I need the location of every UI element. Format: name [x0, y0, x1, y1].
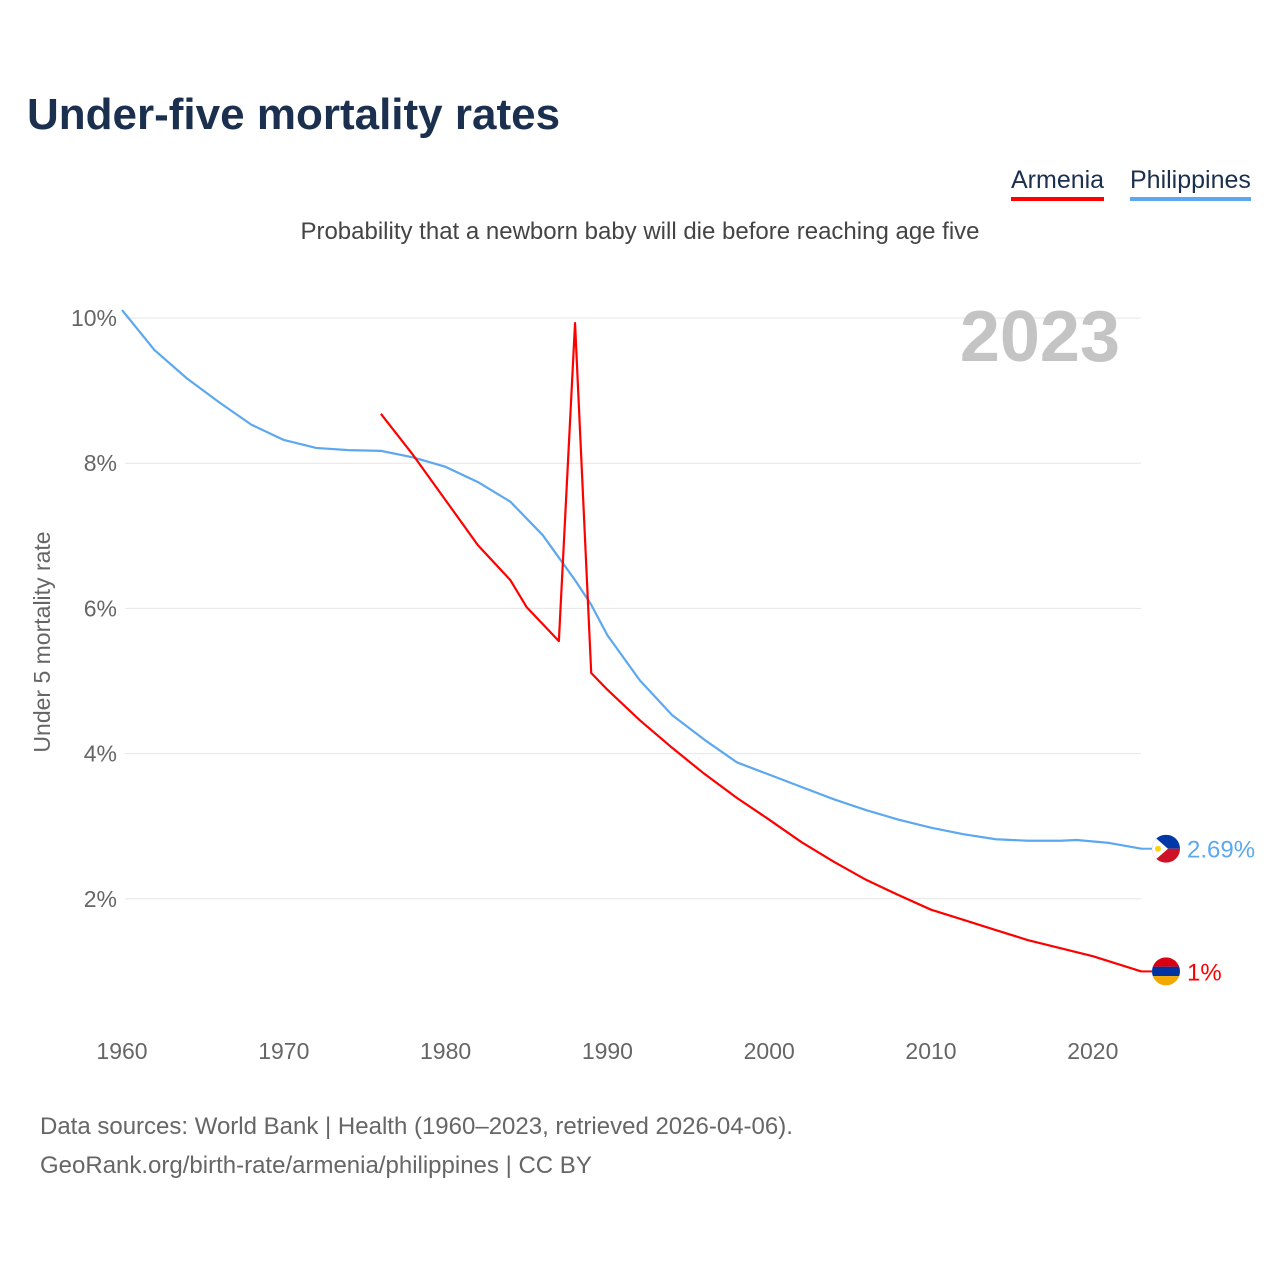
- series-line-armenia: [380, 321, 1142, 973]
- chart-title: Under-five mortality rates: [27, 90, 561, 139]
- end-value-label: 2.69%: [1187, 837, 1255, 864]
- y-axis-label: Under 5 mortality rate: [29, 531, 55, 752]
- x-tick-label: 2020: [1067, 1038, 1118, 1064]
- legend-armenia[interactable]: Armenia: [1011, 166, 1105, 201]
- x-tick-label: 1990: [582, 1038, 633, 1064]
- sun-icon: [1155, 845, 1161, 852]
- legend-philippines[interactable]: Philippines: [1130, 166, 1251, 201]
- chart-subtitle: Probability that a newborn baby will die…: [300, 218, 980, 245]
- x-tick-label: 1980: [420, 1038, 471, 1064]
- y-tick-label: 8%: [84, 450, 117, 476]
- armenia-flag-icon: [1152, 976, 1180, 986]
- source-line-2[interactable]: GeoRank.org/birth-rate/armenia/philippin…: [40, 1152, 592, 1179]
- y-tick-label: 4%: [84, 741, 117, 767]
- source-note: Data sources: World Bank | Health (1960–…: [40, 1107, 793, 1185]
- series-line-philippines: [121, 309, 1142, 850]
- y-tick-label: 6%: [84, 595, 117, 621]
- end-value-label: 1%: [1187, 959, 1222, 986]
- y-tick-label: 10%: [71, 305, 117, 331]
- armenia-flag-icon: [1152, 957, 1180, 967]
- y-tick-label: 2%: [84, 886, 117, 912]
- armenia-flag-icon: [1152, 966, 1180, 977]
- x-tick-label: 1970: [258, 1038, 309, 1064]
- x-tick-label: 2000: [744, 1038, 795, 1064]
- x-tick-label: 1960: [96, 1038, 147, 1064]
- year-watermark: 2023: [960, 297, 1120, 377]
- x-tick-label: 2010: [905, 1038, 956, 1064]
- source-line-1: Data sources: World Bank | Health (1960–…: [40, 1113, 793, 1140]
